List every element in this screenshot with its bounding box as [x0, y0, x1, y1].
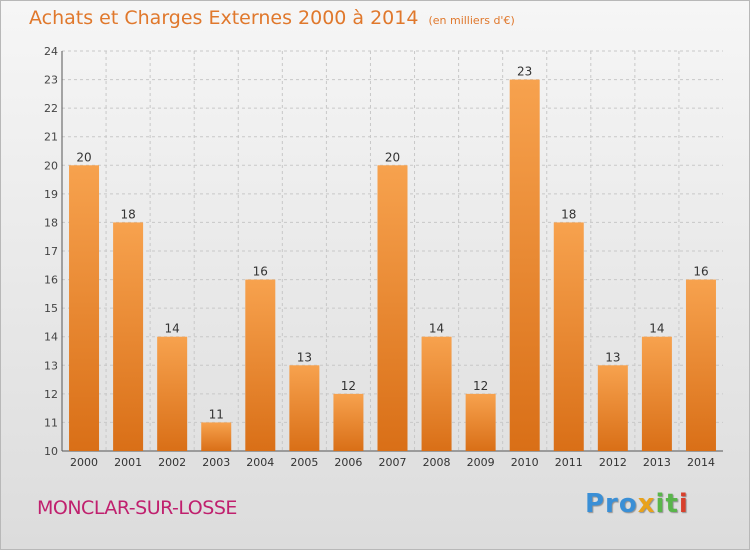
x-tick-label: 2005 — [290, 456, 318, 469]
x-tick-label: 2008 — [423, 456, 451, 469]
data-label: 23 — [517, 65, 532, 79]
bar — [157, 336, 188, 451]
bar — [245, 279, 276, 451]
chart-subtitle: (en milliers d'€) — [428, 14, 515, 27]
bar — [421, 336, 452, 451]
x-tick-label: 2007 — [379, 456, 407, 469]
x-tick-label: 2006 — [334, 456, 362, 469]
logo-part-3: it — [655, 489, 679, 519]
data-label: 13 — [605, 350, 620, 364]
data-label: 20 — [385, 150, 400, 164]
bar — [597, 365, 628, 451]
bar — [377, 165, 408, 452]
bar — [465, 393, 496, 451]
axes: 10 11 12 13 14 15 16 17 18 19 20 21 22 23 24 — [44, 45, 723, 458]
x-tick-label: 2003 — [202, 456, 230, 469]
data-label: 16 — [693, 265, 708, 279]
x-tick-label: 2013 — [643, 456, 671, 469]
y-tick-label: 17 — [44, 245, 58, 258]
y-tick-label: 15 — [44, 302, 58, 315]
x-tick-label: 2000 — [70, 456, 98, 469]
chart-title: Achats et Charges Externes 2000 à 2014 (e… — [29, 7, 515, 29]
chart-title-text: Achats et Charges Externes 2000 à 2014 — [29, 7, 419, 29]
data-label: 14 — [165, 322, 180, 336]
data-label: 16 — [253, 265, 268, 279]
bar — [641, 336, 672, 451]
proxiti-logo: Proxiti — [585, 489, 689, 519]
bar — [113, 222, 144, 451]
y-tick-label: 21 — [44, 131, 58, 144]
bar — [333, 393, 364, 451]
y-tick-label: 24 — [44, 45, 58, 58]
data-label: 12 — [473, 379, 488, 393]
x-tick-label: 2010 — [511, 456, 539, 469]
data-label: 18 — [120, 207, 135, 221]
x-tick-label: 2002 — [158, 456, 186, 469]
bar — [69, 165, 100, 452]
y-tick-label: 22 — [44, 102, 58, 115]
logo-part-4: i — [678, 489, 689, 519]
y-tick-label: 10 — [44, 445, 58, 458]
y-tick-label: 16 — [44, 274, 58, 287]
data-label: 18 — [561, 207, 576, 221]
x-tick-label: 2001 — [114, 456, 142, 469]
y-tick-label: 14 — [44, 331, 58, 344]
bar — [201, 422, 232, 451]
y-tick-label: 20 — [44, 159, 58, 172]
data-label: 20 — [76, 150, 91, 164]
x-tick-label: 2012 — [599, 456, 627, 469]
bar — [685, 279, 716, 451]
y-tick-label: 18 — [44, 216, 58, 229]
bar — [509, 79, 540, 452]
logo-part-2: x — [637, 489, 656, 519]
data-label: 12 — [341, 379, 356, 393]
y-tick-label: 23 — [44, 74, 58, 87]
x-tick-label: 2004 — [246, 456, 274, 469]
bars — [69, 79, 716, 452]
y-tick-label: 19 — [44, 188, 58, 201]
bar — [289, 365, 320, 451]
y-tick-label: 13 — [44, 359, 58, 372]
x-tick-label: 2014 — [687, 456, 715, 469]
logo-part-1: Pro — [585, 489, 638, 519]
bar — [553, 222, 584, 451]
labels: 20 2000 18 2001 14 2002 11 2003 16 2004 13 2005 12 20… — [70, 65, 715, 469]
data-label: 11 — [209, 407, 224, 421]
city-name: MONCLAR-SUR-LOSSE — [37, 497, 237, 519]
data-label: 14 — [649, 322, 664, 336]
y-tick-label: 11 — [44, 416, 58, 429]
data-label: 13 — [297, 350, 312, 364]
y-tick-label: 12 — [44, 388, 58, 401]
data-label: 14 — [429, 322, 444, 336]
x-tick-label: 2009 — [467, 456, 495, 469]
x-tick-label: 2011 — [555, 456, 583, 469]
